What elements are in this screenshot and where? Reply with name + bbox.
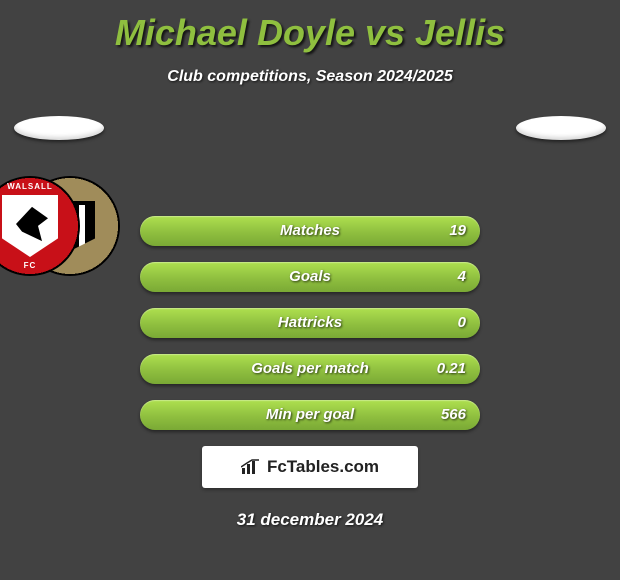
branding-badge: FcTables.com [202,446,418,488]
stat-bar: Min per goal566 [140,400,480,430]
stat-value-right: 0 [458,308,466,338]
stat-bars: Matches19 Goals4 Hattricks0 Goals per match… [140,216,480,430]
stat-value-right: 0.21 [437,354,466,384]
snapshot-date: 31 december 2024 [0,510,620,530]
stat-bar: Matches19 [140,216,480,246]
swift-bird-icon [10,205,50,243]
comparison-chart: WALSALL FC Matches19 Goals4 Hattricks0 Goal… [0,116,620,430]
bar-chart-icon [241,459,261,475]
page-title: Michael Doyle vs Jellis [0,0,620,54]
stat-label: Matches [140,216,480,246]
pedestal-left [14,116,104,140]
stat-label: Hattricks [140,308,480,338]
branding-text: FcTables.com [267,457,379,477]
stat-label: Min per goal [140,400,480,430]
stat-label: Goals [140,262,480,292]
page-subtitle: Club competitions, Season 2024/2025 [0,68,620,86]
pedestal-right [516,116,606,140]
stat-value-right: 566 [441,400,466,430]
stat-label: Goals per match [140,354,480,384]
stat-value-right: 19 [449,216,466,246]
stat-bar: Goals per match0.21 [140,354,480,384]
stat-bar: Goals4 [140,262,480,292]
walsall-text-top: WALSALL [0,182,80,191]
stat-value-right: 4 [458,262,466,292]
stat-bar: Hattricks0 [140,308,480,338]
walsall-text-bot: FC [0,261,80,270]
walsall-shield-icon [2,195,58,257]
